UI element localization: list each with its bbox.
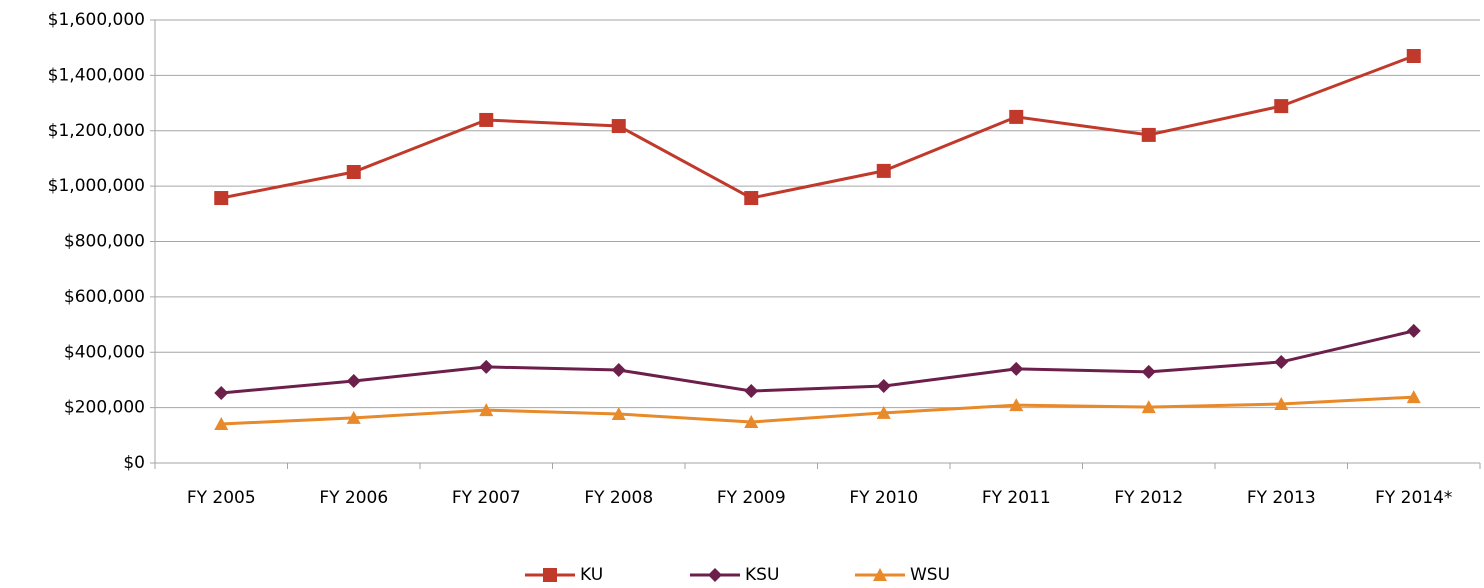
point bbox=[876, 379, 891, 394]
point bbox=[1009, 109, 1024, 124]
legend-marker bbox=[873, 568, 887, 581]
y-tick-label: $400,000 bbox=[64, 342, 145, 362]
y-tick-label: $0 bbox=[123, 453, 145, 473]
legend-marker bbox=[543, 568, 557, 582]
point bbox=[346, 374, 361, 389]
point bbox=[1141, 127, 1156, 142]
x-tick-label: FY 2008 bbox=[584, 488, 653, 508]
legend-label: KU bbox=[580, 565, 603, 585]
point bbox=[479, 359, 494, 374]
x-tick-label: FY 2005 bbox=[187, 488, 256, 508]
point bbox=[214, 416, 229, 430]
x-tick-label: FY 2011 bbox=[982, 488, 1051, 508]
point bbox=[1274, 99, 1289, 114]
point bbox=[611, 362, 626, 377]
point bbox=[1009, 398, 1024, 412]
point bbox=[1141, 364, 1156, 379]
series-line bbox=[220, 54, 1415, 200]
point bbox=[611, 119, 626, 134]
point bbox=[744, 415, 759, 429]
point bbox=[1406, 323, 1421, 338]
y-tick-label: $1,000,000 bbox=[48, 176, 145, 196]
y-tick-label: $1,600,000 bbox=[48, 10, 145, 30]
x-tick-label: FY 2014* bbox=[1375, 488, 1452, 508]
point bbox=[1406, 48, 1421, 63]
series-line bbox=[221, 395, 1414, 426]
point bbox=[1274, 397, 1289, 411]
y-tick-label: $600,000 bbox=[64, 287, 145, 307]
legend-label: KSU bbox=[745, 565, 779, 585]
point bbox=[479, 403, 494, 417]
y-tick-label: $1,200,000 bbox=[48, 121, 145, 141]
x-tick-label: FY 2013 bbox=[1247, 488, 1316, 508]
point bbox=[611, 406, 626, 420]
point bbox=[744, 191, 759, 206]
y-tick-label: $800,000 bbox=[64, 232, 145, 252]
point bbox=[1009, 361, 1024, 376]
point bbox=[1274, 354, 1289, 369]
x-tick-label: FY 2010 bbox=[849, 488, 918, 508]
y-tick-label: $1,400,000 bbox=[48, 65, 145, 85]
x-tick-label: FY 2006 bbox=[319, 488, 388, 508]
series-line bbox=[221, 329, 1415, 395]
y-tick-label: $200,000 bbox=[64, 398, 145, 418]
x-tick-label: FY 2012 bbox=[1114, 488, 1183, 508]
point bbox=[876, 405, 891, 419]
point bbox=[214, 385, 229, 400]
point bbox=[346, 410, 361, 424]
point bbox=[876, 163, 891, 178]
legend-label: WSU bbox=[910, 565, 950, 585]
legend-marker bbox=[708, 568, 722, 582]
point bbox=[744, 384, 759, 399]
point bbox=[1406, 390, 1421, 404]
x-tick-label: FY 2007 bbox=[452, 488, 521, 508]
point bbox=[1141, 400, 1156, 414]
point bbox=[346, 165, 361, 180]
point bbox=[214, 191, 229, 206]
x-tick-label: FY 2009 bbox=[717, 488, 786, 508]
point bbox=[479, 112, 494, 127]
